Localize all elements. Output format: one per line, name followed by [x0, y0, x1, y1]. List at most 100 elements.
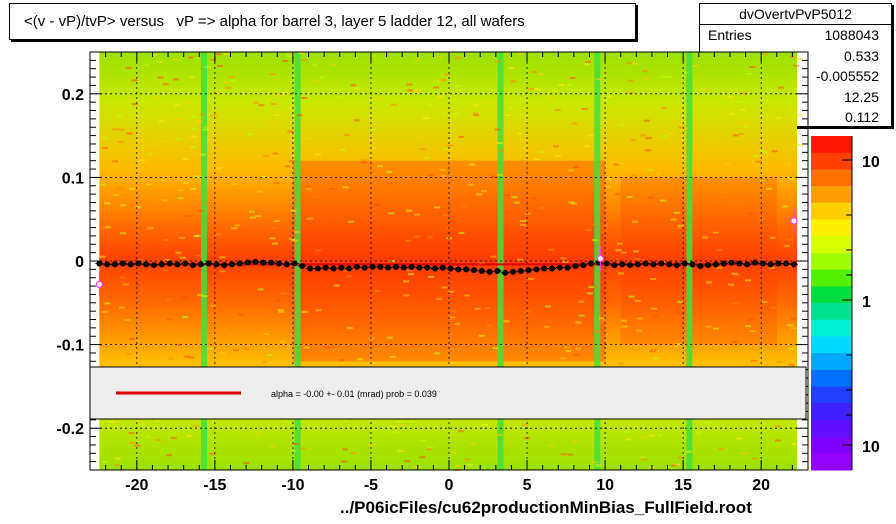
heatmap-cell [201, 294, 208, 297]
heatmap-cell [709, 142, 716, 145]
heatmap-cell [746, 72, 753, 75]
heatmap-cell [455, 84, 462, 87]
heatmap-cell [255, 215, 262, 218]
heatmap-cell [197, 294, 204, 297]
heatmap-cell [212, 92, 219, 95]
heatmap-cell [333, 284, 340, 287]
heatmap-cell [614, 193, 621, 196]
heatmap-cell [505, 211, 512, 214]
heatmap-cell [256, 190, 263, 193]
heatmap-cell [525, 212, 532, 215]
colorbar-cell [811, 186, 852, 204]
heatmap-cell [548, 248, 555, 251]
heatmap-cell [449, 316, 456, 319]
heatmap-cell [183, 237, 190, 240]
colorbar-cell [811, 369, 852, 387]
heatmap-cell [436, 297, 443, 300]
heatmap-cell [101, 460, 108, 463]
heatmap-cell [118, 306, 125, 309]
heatmap-cell [156, 60, 163, 63]
heatmap-cell [414, 59, 421, 62]
heatmap-cell [692, 65, 699, 68]
heatmap-cell [771, 150, 778, 153]
heatmap-cell [507, 107, 514, 110]
heatmap-cell [146, 153, 153, 156]
heatmap-cell [628, 295, 635, 298]
heatmap-cell [640, 456, 647, 459]
heatmap-cell [177, 189, 184, 192]
heatmap-cell [143, 64, 150, 67]
heatmap-cell [191, 135, 198, 138]
heatmap-cell [513, 201, 520, 204]
profile-point [744, 261, 751, 268]
heatmap-cell [198, 209, 205, 212]
heatmap-cell [228, 75, 235, 78]
profile-point [299, 263, 306, 270]
heatmap-cell [191, 127, 198, 130]
heatmap-cell [492, 347, 499, 350]
heatmap-cell [749, 66, 756, 69]
heatmap-cell [101, 137, 108, 140]
heatmap-cell [790, 327, 797, 330]
heatmap-cell [388, 212, 395, 215]
heatmap-cell [775, 195, 782, 198]
heatmap-cell [761, 150, 768, 153]
heatmap-cell [508, 67, 515, 70]
heatmap-cell [266, 353, 273, 356]
stats-value: 0.533 [843, 47, 879, 64]
heatmap-cell [145, 183, 152, 186]
heatmap-cell [350, 452, 357, 455]
heatmap-cell [431, 355, 438, 358]
heatmap-cell [260, 175, 267, 178]
heatmap-cell [195, 254, 202, 257]
profile-point [783, 260, 790, 267]
heatmap-cell [328, 187, 335, 190]
heatmap-cell [796, 57, 803, 60]
heatmap-cell [210, 114, 217, 117]
heatmap-cell [447, 290, 454, 293]
heatmap-cell [464, 458, 471, 461]
heatmap-cell [340, 148, 347, 151]
heatmap-cell [674, 463, 681, 466]
heatmap-cell [731, 340, 738, 343]
profile-point [400, 264, 407, 271]
heatmap-cell [419, 456, 426, 459]
colorbar-cell [811, 419, 852, 438]
colorbar-label: 10 [862, 154, 880, 171]
heatmap-cell [569, 77, 576, 80]
heatmap-cell [350, 84, 357, 87]
profile-point [127, 261, 134, 268]
colorbar-label: 10 [862, 439, 880, 456]
heatmap-cell [570, 202, 577, 205]
heatmap-cell [280, 292, 287, 295]
heatmap-cell [554, 108, 561, 111]
heatmap-cell [330, 223, 337, 226]
heatmap-column [686, 52, 693, 470]
heatmap-cell [253, 101, 260, 104]
stats-name: dvOvertvPvP5012 [700, 4, 891, 25]
heatmap-cell [769, 236, 776, 239]
heatmap-cell [544, 305, 551, 308]
heatmap-cell [172, 58, 179, 61]
heatmap-cell [386, 170, 393, 173]
heatmap-cell [139, 423, 146, 426]
heatmap-cell [652, 357, 659, 360]
heatmap-cell [484, 307, 491, 310]
profile-point [564, 264, 571, 271]
heatmap-cell [406, 269, 413, 272]
heatmap-cell [210, 58, 217, 61]
heatmap-cell [790, 317, 797, 320]
heatmap-cell [427, 446, 434, 449]
heatmap-cell [367, 443, 374, 446]
y-tick-label: -0.2 [56, 421, 84, 438]
heatmap-cell [581, 107, 588, 110]
profile-point [392, 263, 399, 270]
profile-point [158, 261, 165, 268]
x-tick-label: 0 [445, 477, 454, 494]
heatmap-cell [222, 81, 229, 84]
heatmap-cell [343, 133, 350, 136]
x-tick-label: 10 [596, 477, 614, 494]
heatmap-cell [119, 204, 126, 207]
heatmap-cell [291, 239, 298, 242]
